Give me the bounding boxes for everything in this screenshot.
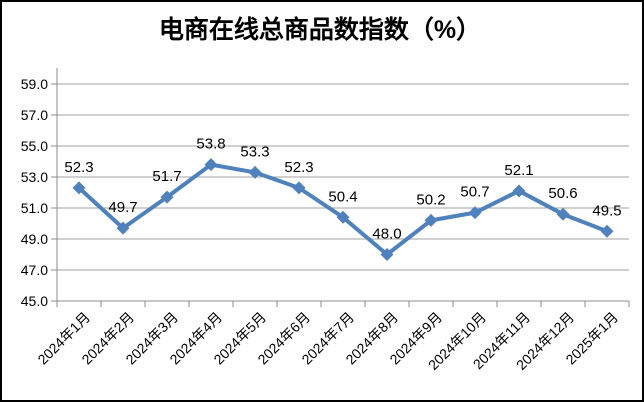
data-point-marker <box>116 221 130 235</box>
data-point-marker <box>292 181 306 195</box>
y-tick-label: 59.0 <box>21 76 48 92</box>
data-point-label: 53.3 <box>240 143 269 160</box>
plot-area: 45.047.049.051.053.055.057.059.02024年1月2… <box>21 68 630 373</box>
y-tick-label: 47.0 <box>21 262 48 278</box>
data-point-marker <box>72 181 86 195</box>
data-point-label: 51.7 <box>152 168 181 185</box>
y-tick-label: 49.0 <box>21 231 48 247</box>
data-point-label: 48.0 <box>372 226 401 243</box>
data-point-label: 50.2 <box>416 191 445 208</box>
data-point-marker <box>424 213 438 227</box>
data-point-label: 52.3 <box>64 159 93 176</box>
y-tick-label: 55.0 <box>21 138 48 154</box>
y-tick-label: 53.0 <box>21 169 48 185</box>
data-point-label: 52.1 <box>504 162 533 179</box>
data-point-label: 50.7 <box>460 184 489 201</box>
data-point-label: 52.3 <box>284 159 313 176</box>
data-point-marker <box>512 184 526 198</box>
data-point-label: 49.7 <box>108 199 137 216</box>
data-point-marker <box>248 165 262 179</box>
chart-title: 电商在线总商品数指数（%） <box>159 15 481 44</box>
y-tick-label: 57.0 <box>21 107 48 123</box>
data-point-label: 50.4 <box>328 188 357 205</box>
data-point-label: 50.6 <box>548 185 577 202</box>
y-tick-label: 45.0 <box>21 293 48 309</box>
y-tick-label: 51.0 <box>21 200 48 216</box>
data-point-marker <box>336 210 350 224</box>
data-point-marker <box>160 190 174 204</box>
data-point-label: 49.5 <box>592 202 621 219</box>
data-point-marker <box>600 224 614 238</box>
data-point-marker <box>380 248 394 261</box>
data-point-marker <box>556 207 570 221</box>
data-point-label: 53.8 <box>196 136 225 153</box>
data-point-marker <box>204 158 218 172</box>
data-point-marker <box>468 206 482 220</box>
